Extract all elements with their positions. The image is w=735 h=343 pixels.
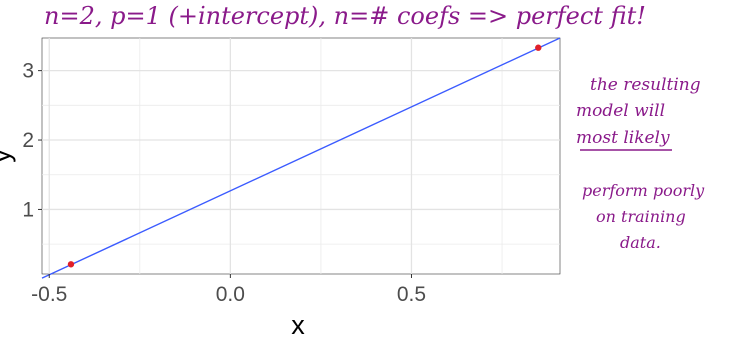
fit-line — [41, 37, 561, 279]
points-group — [67, 44, 542, 268]
annotation-side-line: on training — [596, 207, 686, 226]
y-tick-label: 2 — [22, 129, 34, 152]
annotation-side-line: most likely — [576, 128, 670, 148]
y-axis-title: y — [0, 149, 16, 163]
annotation-side-line: model will — [576, 101, 665, 121]
grid — [42, 38, 560, 274]
annotation-side-line: data. — [620, 233, 661, 252]
x-axis-title: x — [291, 310, 305, 340]
x-tick-label: 0.5 — [397, 283, 426, 306]
annotation-top: n=2, p=1 (+intercept), n=# coefs => perf… — [44, 2, 646, 30]
data-point — [67, 261, 75, 268]
fit-line-group — [41, 37, 561, 279]
x-tick-label: -0.5 — [31, 283, 67, 306]
annotation-side-line: the resulting — [590, 75, 701, 95]
annotation-side: the resulting model will most likely perfor… — [576, 75, 705, 252]
annotation-side-line: perform poorly — [582, 181, 705, 200]
y-tick-label: 1 — [22, 198, 34, 221]
y-tick-label: 3 — [22, 60, 34, 83]
x-tick-labels: -0.5 0.0 0.5 — [31, 274, 426, 306]
x-tick-label: 0.0 — [216, 283, 245, 306]
y-tick-labels: 1 2 3 — [22, 60, 42, 221]
data-point — [535, 44, 542, 51]
